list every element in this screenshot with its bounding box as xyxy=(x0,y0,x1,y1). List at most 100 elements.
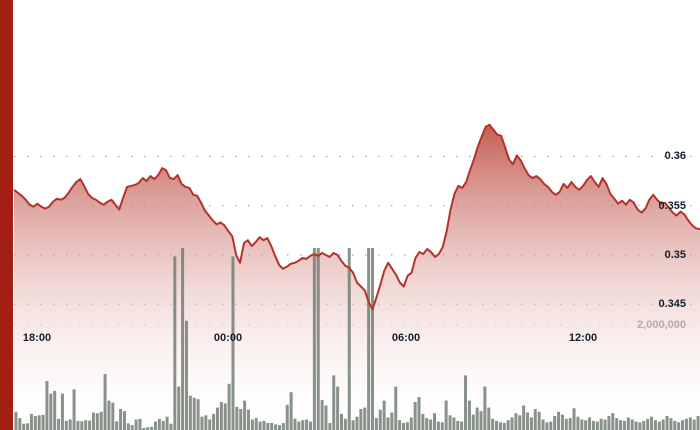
volume-bar xyxy=(157,418,161,430)
volume-bar xyxy=(208,419,212,430)
volume-bar xyxy=(188,395,192,430)
volume-bar xyxy=(343,418,347,430)
volume-bar xyxy=(677,422,681,430)
volume-bar xyxy=(386,417,390,430)
volume-bar xyxy=(363,407,367,430)
volume-bar xyxy=(103,374,107,430)
volume-bar xyxy=(642,420,646,430)
volume-bar xyxy=(181,248,185,430)
volume-bar xyxy=(367,248,371,430)
volume-bar xyxy=(192,397,196,430)
volume-bar xyxy=(692,419,696,430)
volume-bar xyxy=(41,414,45,430)
volume-bar xyxy=(22,423,26,430)
volume-bar xyxy=(355,416,359,430)
volume-bar xyxy=(57,418,61,430)
volume-bar xyxy=(64,420,68,430)
volume-bar xyxy=(165,416,169,430)
volume-bar xyxy=(119,409,123,430)
volume-bar xyxy=(68,419,72,430)
volume-bar xyxy=(26,423,30,430)
volume-bar xyxy=(580,419,584,430)
volume-bar xyxy=(460,421,464,430)
volume-bar xyxy=(351,420,355,430)
volume-bar xyxy=(169,423,173,430)
volume-bar xyxy=(440,422,444,430)
y-axis-label: 0.35 xyxy=(664,248,686,261)
volume-bar xyxy=(312,248,316,430)
volume-bar xyxy=(340,413,343,430)
chart-canvas xyxy=(13,0,700,430)
volume-bar xyxy=(308,421,312,430)
volume-bar xyxy=(142,427,146,430)
volume-bar xyxy=(425,418,429,430)
volume-bar xyxy=(483,386,487,430)
volume-bar xyxy=(553,416,557,430)
volume-bar xyxy=(277,425,281,430)
volume-bar xyxy=(588,417,592,430)
volume-bar xyxy=(650,416,654,430)
volume-bar xyxy=(305,419,309,430)
volume-bar xyxy=(285,404,289,430)
volume-bar xyxy=(661,419,665,430)
volume-bar xyxy=(522,405,526,430)
volume-bar xyxy=(526,412,530,430)
volume-bar xyxy=(196,399,200,430)
chart-plot-area[interactable] xyxy=(13,0,700,430)
volume-bar xyxy=(111,402,115,430)
volume-bar xyxy=(374,418,378,430)
volume-bar xyxy=(599,418,603,430)
volume-bar xyxy=(464,375,468,430)
volume-bar xyxy=(328,423,332,430)
volume-bar xyxy=(235,406,239,430)
volume-bar xyxy=(293,418,297,430)
volume-bar xyxy=(274,424,278,430)
volume-bar xyxy=(184,320,188,430)
x-axis-label: 00:00 xyxy=(213,332,243,344)
volume-bar xyxy=(324,405,328,430)
volume-bar xyxy=(421,413,425,430)
volume-bar xyxy=(545,422,549,430)
volume-bar xyxy=(456,420,460,430)
volume-bar xyxy=(564,418,568,430)
x-axis-label: 12:00 xyxy=(568,332,598,344)
volume-bar xyxy=(491,418,495,430)
volume-bar xyxy=(150,426,154,430)
volume-bar xyxy=(471,414,475,430)
price-line xyxy=(13,123,700,311)
volume-bar xyxy=(502,423,506,430)
volume-bar xyxy=(316,248,320,430)
volume-bar xyxy=(467,400,471,430)
volume-bars xyxy=(14,248,700,430)
volume-bar xyxy=(433,413,437,430)
volume-bar xyxy=(498,422,502,430)
volume-bar xyxy=(153,421,157,430)
volume-bar xyxy=(696,416,700,430)
volume-bar xyxy=(673,420,677,430)
volume-bar xyxy=(688,417,692,430)
volume-bar xyxy=(88,420,92,430)
volume-bar xyxy=(514,413,518,430)
volume-bar xyxy=(231,256,235,430)
volume-bar xyxy=(281,423,285,430)
volume-bar xyxy=(173,256,177,430)
volume-bar xyxy=(572,408,576,430)
volume-bar xyxy=(529,417,533,430)
volume-bar xyxy=(378,409,382,430)
x-axis-label: 18:00 xyxy=(22,332,52,344)
volume-bar xyxy=(576,416,580,430)
volume-bar xyxy=(429,419,433,430)
volume-bar xyxy=(607,416,611,430)
volume-bar xyxy=(134,419,138,430)
volume-bar xyxy=(122,411,126,430)
volume-bar xyxy=(130,425,134,430)
volume-bar xyxy=(622,420,626,430)
volume-bar xyxy=(29,413,33,430)
volume-bar xyxy=(603,419,607,430)
volume-bar xyxy=(262,420,266,430)
volume-bar xyxy=(177,386,181,430)
volume-bar xyxy=(533,409,537,430)
volume-bar xyxy=(80,421,84,430)
brand-accent-rail xyxy=(0,0,13,430)
